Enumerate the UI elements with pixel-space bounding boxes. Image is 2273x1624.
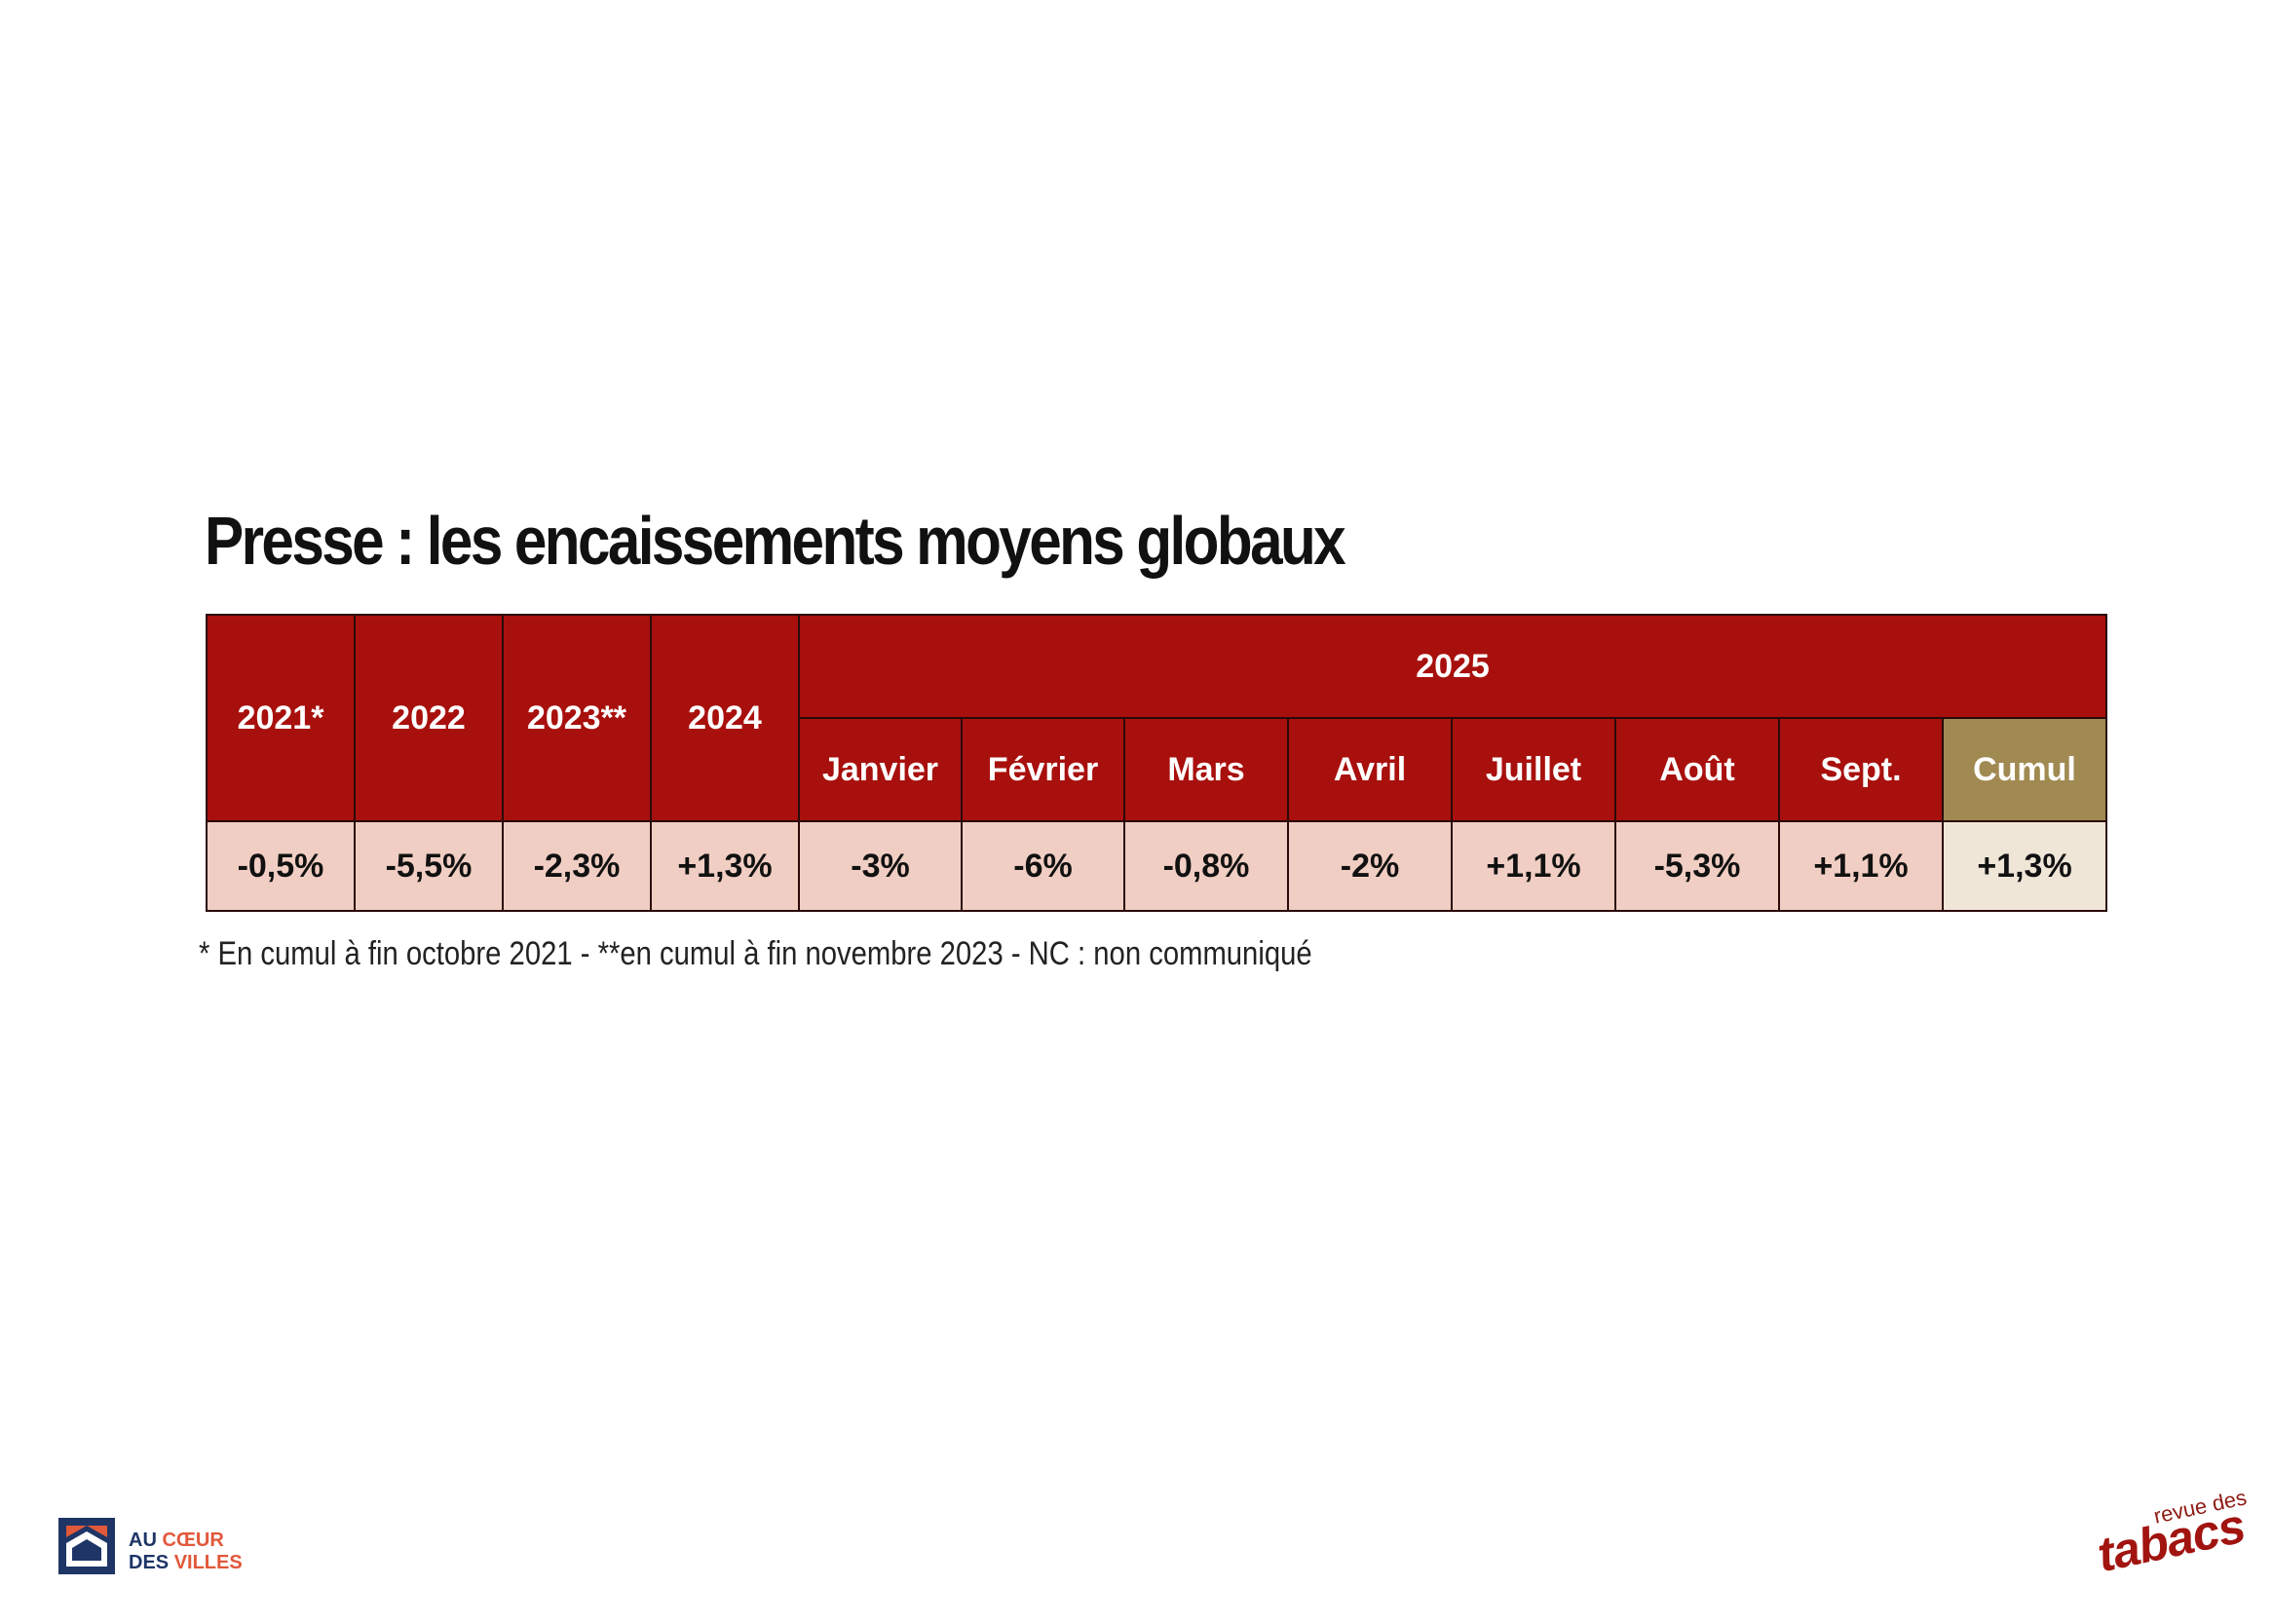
value-cumul: +1,3% bbox=[1941, 820, 2108, 912]
header-2022: 2022 bbox=[354, 614, 504, 822]
value-mars: -0,8% bbox=[1123, 820, 1289, 912]
header-mars: Mars bbox=[1123, 717, 1289, 822]
header-aout: Août bbox=[1614, 717, 1780, 822]
value-fevrier: -6% bbox=[961, 820, 1125, 912]
value-aout: -5,3% bbox=[1614, 820, 1780, 912]
value-2021: -0,5% bbox=[206, 820, 356, 912]
header-2021: 2021* bbox=[206, 614, 356, 822]
footnote: * En cumul à fin octobre 2021 - **en cum… bbox=[199, 935, 1312, 972]
page-title: Presse : les encaissements moyens globau… bbox=[205, 503, 1346, 579]
value-janvier: -3% bbox=[798, 820, 963, 912]
header-janvier: Janvier bbox=[798, 717, 963, 822]
header-sept: Sept. bbox=[1778, 717, 1944, 822]
header-2024: 2024 bbox=[650, 614, 800, 822]
value-2023: -2,3% bbox=[502, 820, 652, 912]
logo-text-villes: VILLES bbox=[173, 1552, 243, 1573]
value-2022: -5,5% bbox=[354, 820, 504, 912]
logo-text-coeur: CŒUR bbox=[162, 1530, 224, 1551]
value-juillet: +1,1% bbox=[1451, 820, 1616, 912]
value-2024: +1,3% bbox=[650, 820, 800, 912]
value-avril: -2% bbox=[1287, 820, 1453, 912]
house-logo-icon bbox=[58, 1518, 115, 1574]
revue-des-tabacs-logo: revue des tabacs bbox=[2093, 1485, 2250, 1582]
header-juillet: Juillet bbox=[1451, 717, 1616, 822]
header-fevrier: Février bbox=[961, 717, 1125, 822]
header-cumul: Cumul bbox=[1941, 717, 2108, 822]
press-revenue-table: 2021* 2022 2023** 2024 2025 Janvier Févr… bbox=[206, 614, 2108, 912]
header-2025: 2025 bbox=[797, 614, 2108, 719]
logo-text-des: DES bbox=[129, 1552, 174, 1573]
value-sept: +1,1% bbox=[1778, 820, 1944, 912]
logo-text-au: AU bbox=[129, 1530, 163, 1551]
header-avril: Avril bbox=[1287, 717, 1453, 822]
au-coeur-des-villes-logo: AU CŒUR DES VILLES bbox=[58, 1518, 273, 1578]
table-row: -0,5% -5,5% -2,3% +1,3% -3% -6% -0,8% -2… bbox=[206, 820, 2108, 912]
header-2023: 2023** bbox=[502, 614, 652, 822]
